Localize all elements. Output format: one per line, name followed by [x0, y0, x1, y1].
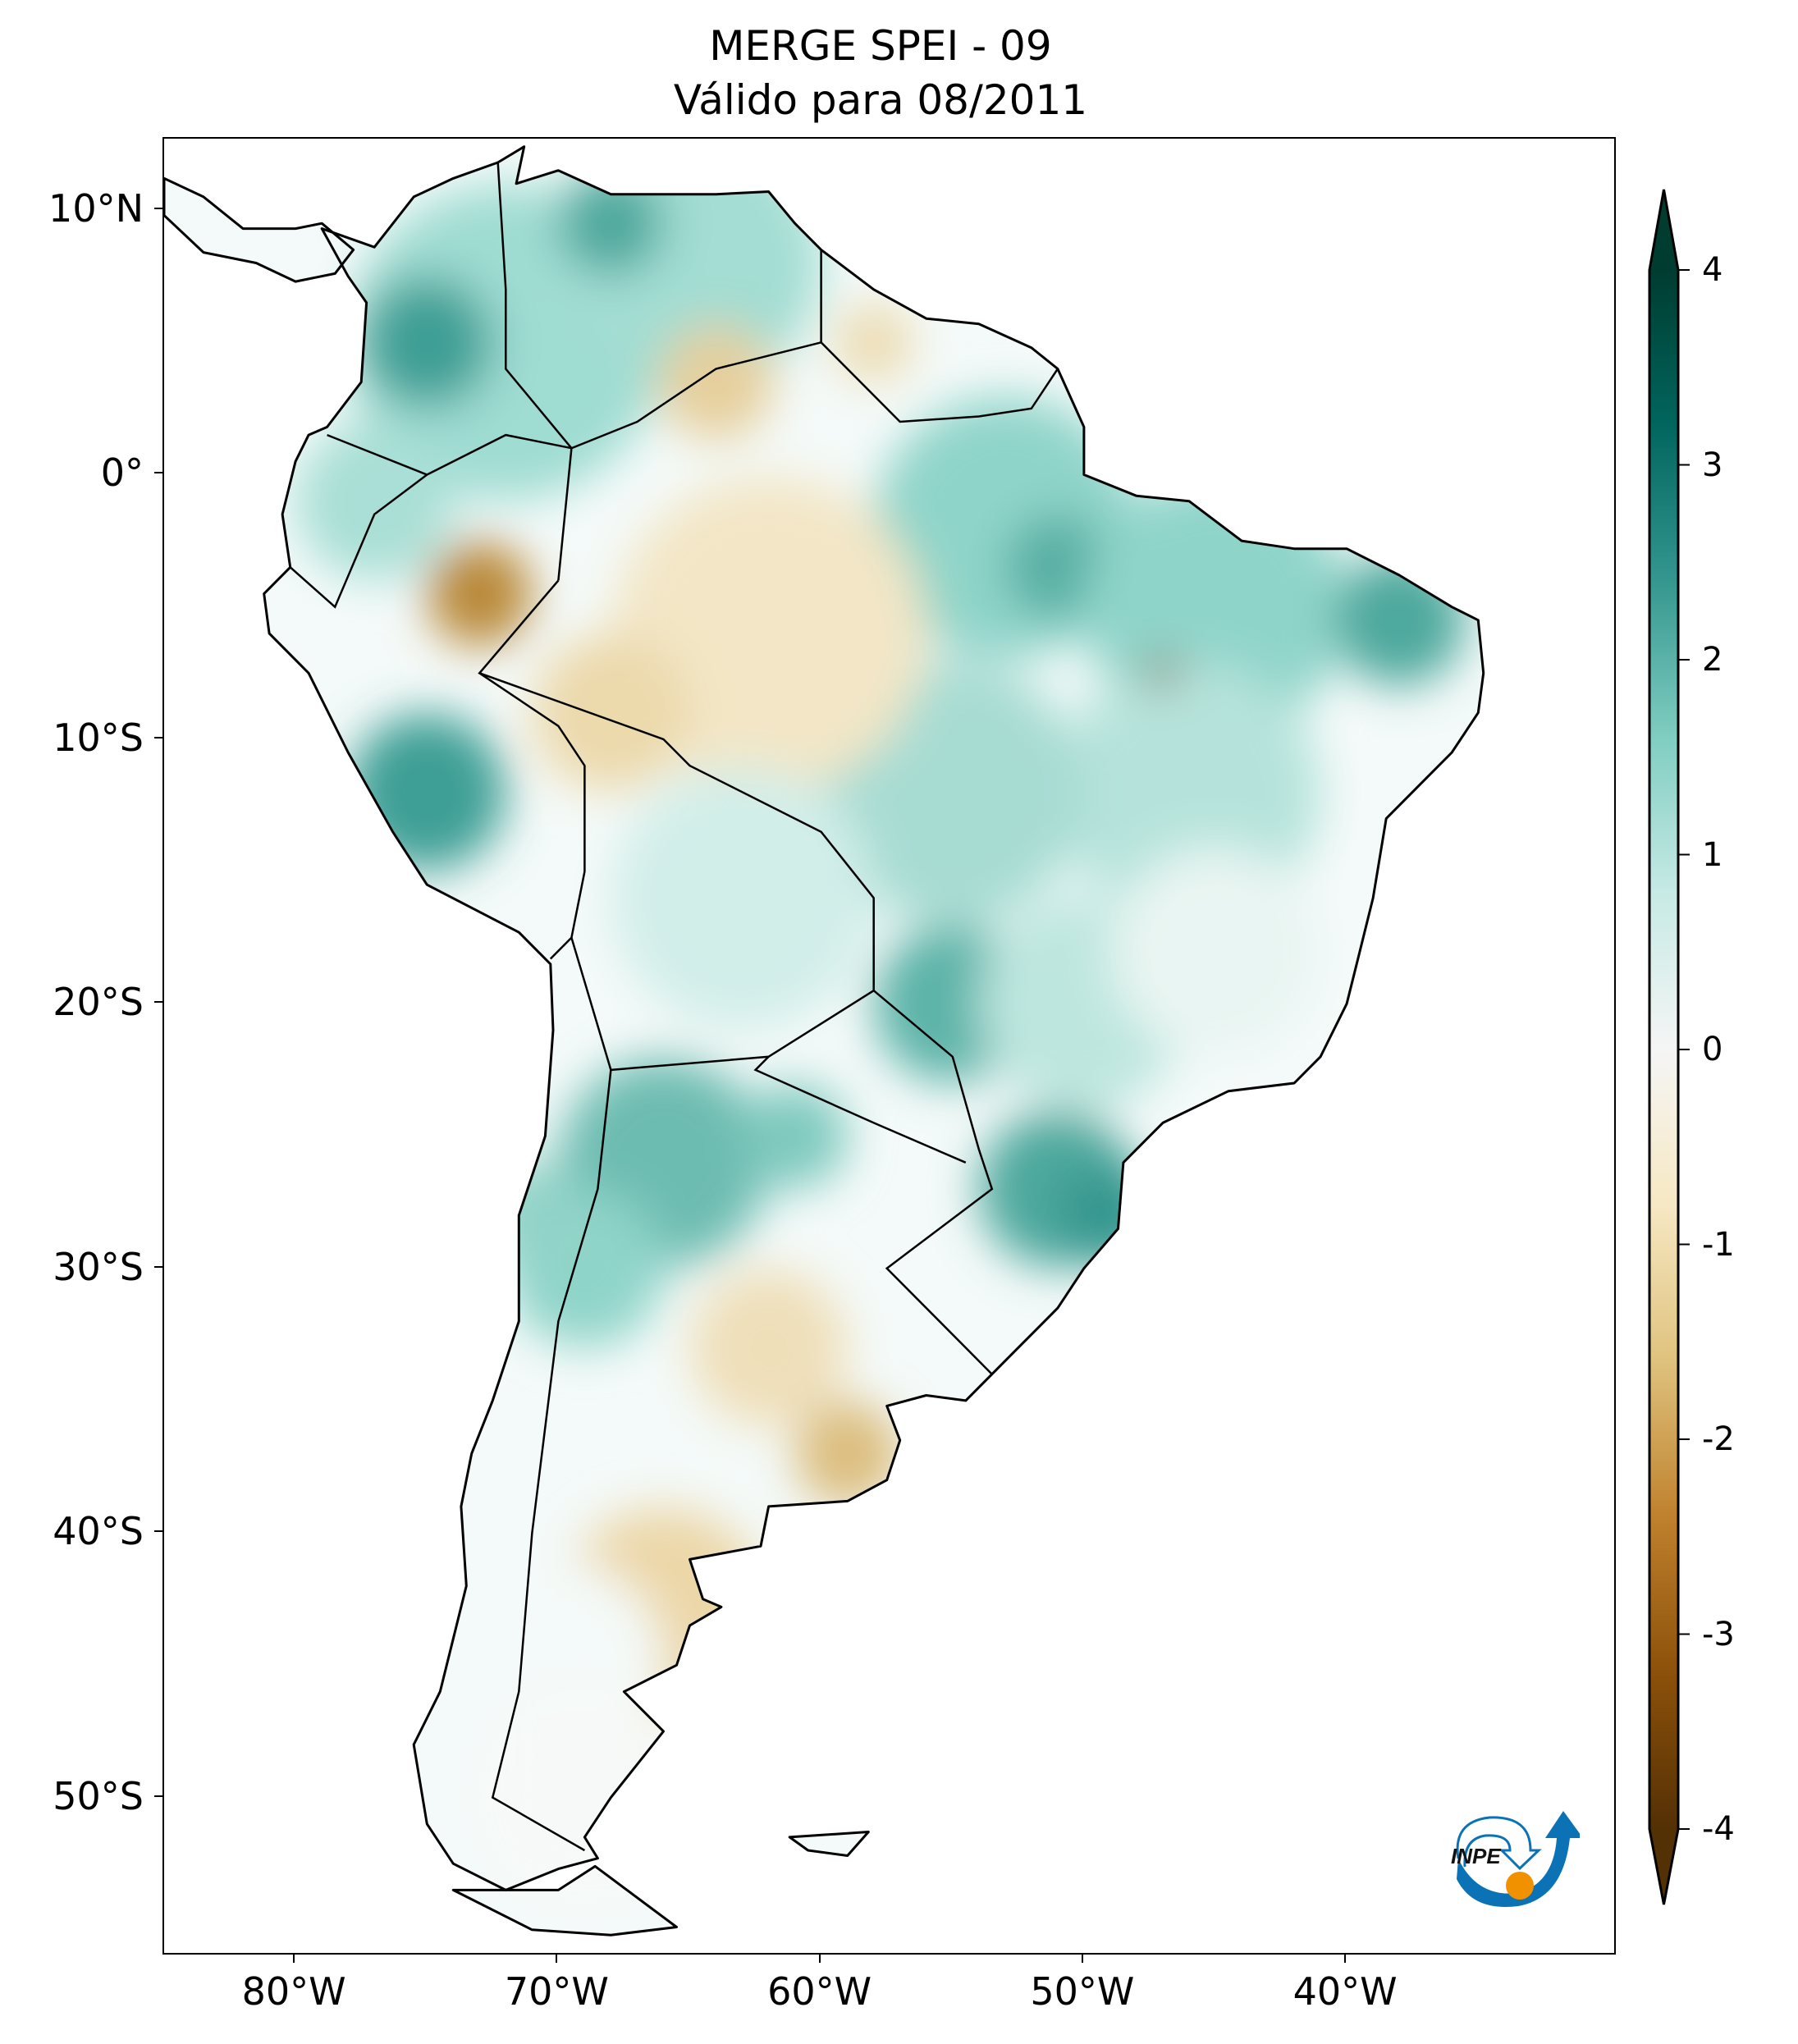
falklands-coastline — [788, 1831, 870, 1857]
spei-anomaly-patch — [361, 277, 493, 409]
lat-label: 50°S — [53, 1773, 144, 1818]
lat-label: 10°N — [48, 186, 144, 231]
spei-anomaly-patch — [558, 171, 664, 277]
lon-tick — [1344, 1955, 1347, 1963]
lon-label: 50°W — [1030, 1969, 1135, 2014]
map-subtitle: Válido para 08/2011 — [673, 76, 1088, 124]
country-border — [478, 579, 994, 1375]
spei-anomaly-patch — [532, 633, 690, 792]
inpe-logo-icon — [1456, 1811, 1583, 1908]
lat-tick — [154, 1001, 162, 1004]
lon-tick — [556, 1955, 558, 1963]
country-border — [570, 937, 875, 1072]
lat-tick — [154, 1265, 162, 1268]
lat-tick — [154, 1795, 162, 1797]
spei-anomaly-patch — [611, 475, 926, 791]
colorbar-tick-label: -3 — [1702, 1615, 1735, 1653]
country-border — [289, 473, 428, 609]
colorbar-min-extension — [1649, 1829, 1678, 1905]
spei-anomaly-patch — [794, 1401, 900, 1507]
country-border — [820, 341, 1059, 423]
colorbar-tick-label: 0 — [1702, 1031, 1723, 1068]
lon-label: 70°W — [504, 1969, 609, 2014]
colorbar-tick-label: -2 — [1702, 1420, 1735, 1458]
country-border — [496, 162, 573, 449]
spei-anomaly-patch — [1110, 845, 1321, 1056]
spei-anomaly-patch — [1004, 514, 1110, 620]
country-border — [491, 1069, 612, 1852]
country-border — [753, 1055, 967, 1164]
map-panel — [162, 137, 1616, 1955]
lon-tick — [818, 1955, 821, 1963]
inpe-logo-text: INPE — [1451, 1844, 1501, 1868]
colorbar-tick-label: 3 — [1702, 446, 1723, 484]
lon-tick — [293, 1955, 295, 1963]
spei-anomaly-patch — [1146, 657, 1179, 689]
lat-label: 10°S — [53, 715, 144, 760]
country-border — [557, 249, 822, 581]
colorbar-tick-label: 1 — [1702, 835, 1723, 874]
lat-tick — [154, 736, 162, 738]
spei-anomaly-patch — [689, 1269, 848, 1427]
lat-label: 20°S — [53, 980, 144, 1025]
lon-tick — [1081, 1955, 1083, 1963]
lat-label: 40°S — [53, 1509, 144, 1554]
spei-anomaly-patch — [611, 766, 874, 1030]
lat-tick — [154, 472, 162, 474]
map-title: MERGE SPEI - 09 — [709, 22, 1052, 70]
colorbar-tick-label: 2 — [1702, 641, 1723, 679]
spei-anomaly-patch — [658, 324, 774, 441]
lon-label: 80°W — [241, 1969, 346, 2014]
country-border — [327, 433, 572, 476]
spei-anomaly-patch — [742, 1083, 848, 1189]
lat-label: 0° — [100, 450, 144, 496]
spei-anomaly-patch — [295, 422, 454, 580]
lat-tick — [154, 1530, 162, 1533]
lat-label: 30°S — [53, 1244, 144, 1289]
continent-coastline — [263, 145, 1485, 1891]
colorbar-tick-label: -4 — [1702, 1810, 1735, 1848]
spei-anomaly-patch — [427, 541, 533, 647]
colorbar-max-extension — [1649, 190, 1678, 270]
colorbar-gradient — [1649, 270, 1678, 1829]
central-america-coastline — [164, 176, 355, 283]
colorbar-tick-label: 4 — [1702, 251, 1723, 289]
spei-anomaly-patch — [834, 303, 913, 382]
country-border — [478, 672, 586, 960]
spei-map — [164, 145, 1485, 1937]
inpe-logo: INPE — [1440, 1801, 1583, 1912]
tierra-del-fuego-coastline — [451, 1864, 678, 1937]
lon-label: 40°W — [1292, 1969, 1398, 2014]
colorbar-tick-label: -1 — [1702, 1225, 1735, 1264]
lat-tick — [154, 208, 162, 210]
lon-label: 60°W — [767, 1969, 872, 2014]
